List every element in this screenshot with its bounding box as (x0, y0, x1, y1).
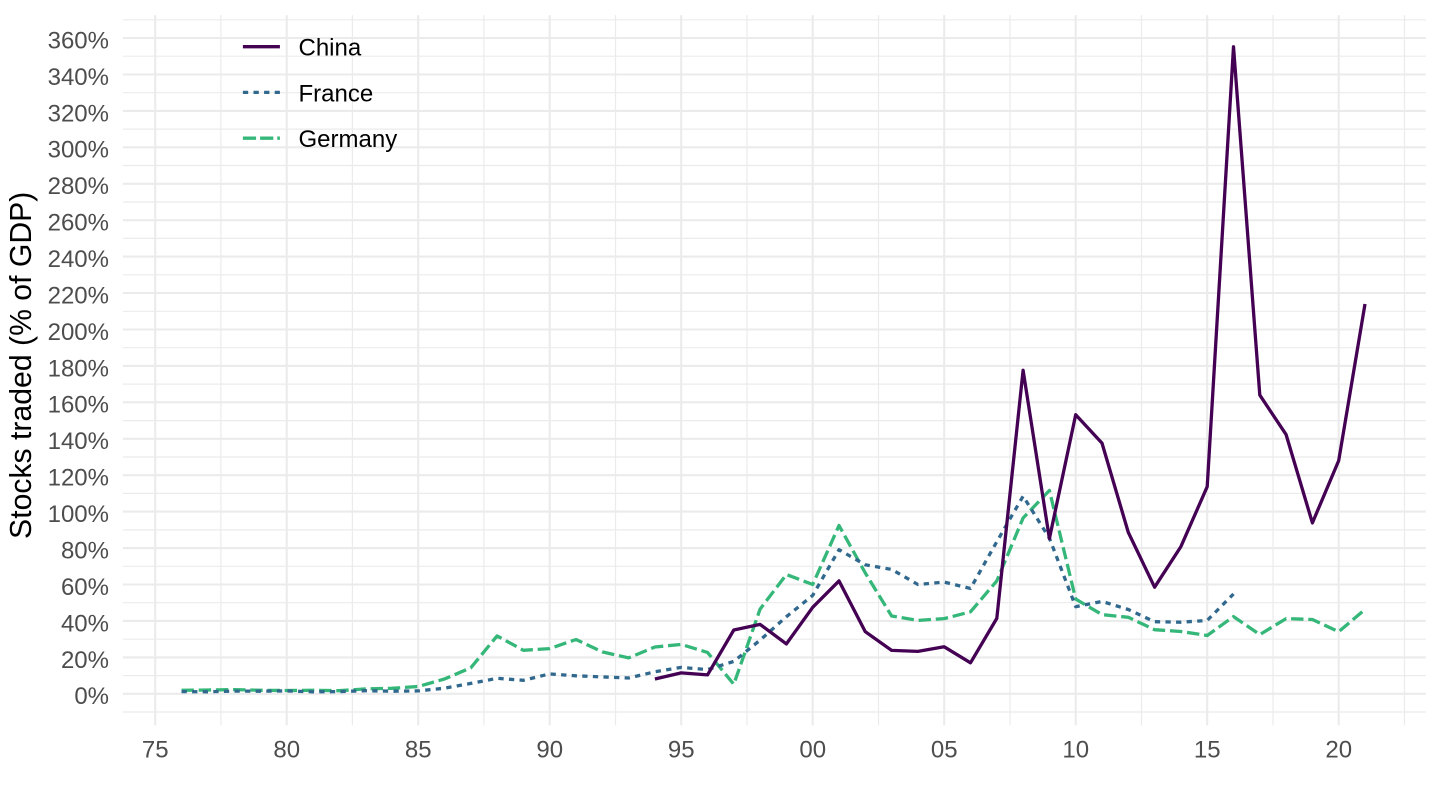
svg-text:100%: 100% (48, 501, 109, 528)
svg-text:80: 80 (273, 737, 300, 764)
svg-text:120%: 120% (48, 465, 109, 492)
svg-text:05: 05 (931, 737, 958, 764)
svg-text:320%: 320% (48, 100, 109, 127)
svg-text:360%: 360% (48, 27, 109, 54)
svg-text:200%: 200% (48, 319, 109, 346)
svg-text:300%: 300% (48, 137, 109, 164)
svg-text:220%: 220% (48, 282, 109, 309)
svg-text:20: 20 (1325, 737, 1352, 764)
svg-text:00: 00 (799, 737, 826, 764)
svg-text:France: France (299, 80, 374, 107)
svg-text:China: China (299, 35, 362, 62)
svg-text:260%: 260% (48, 210, 109, 237)
svg-text:240%: 240% (48, 246, 109, 273)
svg-text:0%: 0% (74, 683, 109, 710)
svg-text:80%: 80% (61, 538, 109, 565)
svg-text:Stocks traded (% of GDP): Stocks traded (% of GDP) (5, 192, 38, 539)
svg-text:10: 10 (1062, 737, 1089, 764)
svg-text:340%: 340% (48, 64, 109, 91)
svg-text:40%: 40% (61, 610, 109, 637)
svg-text:Germany: Germany (299, 126, 398, 153)
svg-text:60%: 60% (61, 574, 109, 601)
svg-text:160%: 160% (48, 392, 109, 419)
svg-text:95: 95 (668, 737, 695, 764)
svg-text:140%: 140% (48, 428, 109, 455)
svg-text:15: 15 (1194, 737, 1221, 764)
svg-text:75: 75 (142, 737, 169, 764)
svg-text:85: 85 (405, 737, 432, 764)
svg-text:180%: 180% (48, 355, 109, 382)
svg-text:20%: 20% (61, 647, 109, 674)
svg-text:280%: 280% (48, 173, 109, 200)
svg-text:90: 90 (536, 737, 563, 764)
